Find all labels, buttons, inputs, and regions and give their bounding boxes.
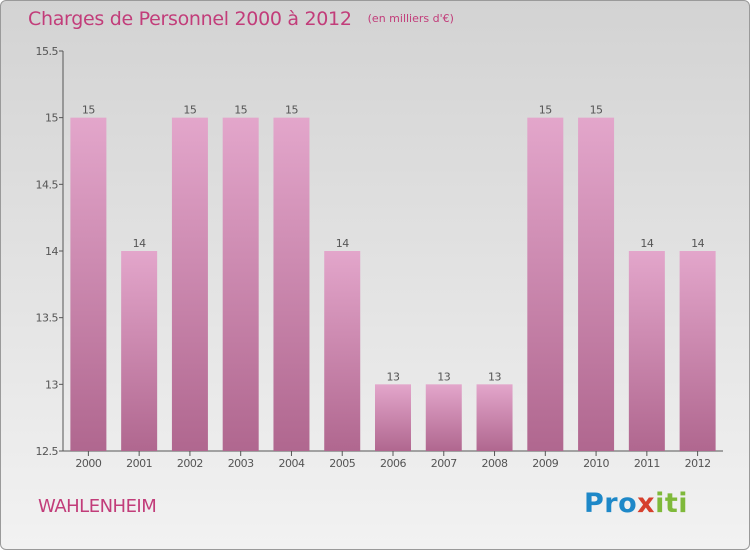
data-label: 15 — [82, 104, 95, 117]
bar — [425, 384, 462, 451]
chart-title-text: Charges de Personnel 2000 à 2012 — [28, 8, 352, 30]
bars — [70, 117, 716, 452]
x-tick-label: 2010 — [583, 457, 609, 470]
data-label: 15 — [285, 104, 298, 117]
x-tick-label: 2009 — [532, 457, 558, 470]
data-label: 14 — [336, 237, 349, 250]
data-label: 13 — [488, 370, 501, 383]
data-label: 13 — [387, 370, 400, 383]
bar — [578, 117, 615, 452]
chart-title: Charges de Personnel 2000 à 2012 (en mill… — [28, 8, 454, 30]
data-label: 14 — [691, 237, 704, 250]
y-tick-label: 12.5 — [36, 445, 59, 458]
bar — [324, 251, 361, 451]
data-label: 14 — [640, 237, 653, 250]
x-tick-label: 2004 — [278, 457, 304, 470]
x-tick-label: 2000 — [75, 457, 101, 470]
bar — [527, 117, 564, 452]
y-tick-label: 14 — [45, 245, 58, 258]
x-tick-label: 2001 — [126, 457, 152, 470]
bar — [222, 117, 259, 452]
bar — [70, 117, 107, 452]
commune-name: WAHLENHEIM — [38, 496, 157, 517]
x-tick-label: 2005 — [329, 457, 355, 470]
x-tick-label: 2007 — [431, 457, 457, 470]
bar — [273, 117, 310, 452]
bar — [171, 117, 208, 452]
x-tick-label: 2011 — [634, 457, 660, 470]
data-label: 15 — [590, 104, 603, 117]
x-tick-label: 2006 — [380, 457, 406, 470]
data-label: 15 — [183, 104, 196, 117]
x-tick-label: 2008 — [482, 457, 508, 470]
x-tick-label: 2003 — [228, 457, 254, 470]
bar — [476, 384, 513, 451]
bar — [121, 251, 158, 451]
bar — [375, 384, 411, 451]
data-label: 14 — [133, 237, 146, 250]
proxiti-logo: Proxiti — [584, 488, 688, 519]
data-label: 15 — [539, 104, 552, 117]
y-tick-label: 13.5 — [36, 312, 59, 325]
bar — [628, 251, 665, 451]
y-tick-label: 14.5 — [36, 178, 59, 191]
labels: 12.5 13 13.5 14 14.5 15 15.5 2000 15 2001 14 2002 15… — [36, 45, 712, 470]
y-tick-label: 13 — [45, 378, 58, 391]
x-tick-label: 2002 — [177, 457, 203, 470]
chart-unit: (en milliers d'€) — [367, 12, 454, 25]
bar — [679, 251, 716, 451]
data-label: 15 — [234, 104, 247, 117]
y-tick-label: 15 — [45, 112, 58, 125]
y-tick-label: 15.5 — [36, 45, 59, 58]
x-tick-label: 2012 — [685, 457, 711, 470]
data-label: 13 — [437, 370, 450, 383]
